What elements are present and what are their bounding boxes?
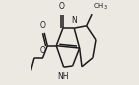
- Text: O: O: [40, 46, 46, 55]
- Text: NH: NH: [57, 72, 69, 81]
- Text: N: N: [72, 16, 77, 25]
- Text: O: O: [58, 2, 64, 11]
- Text: O: O: [40, 22, 46, 31]
- Text: CH$_3$: CH$_3$: [93, 2, 108, 12]
